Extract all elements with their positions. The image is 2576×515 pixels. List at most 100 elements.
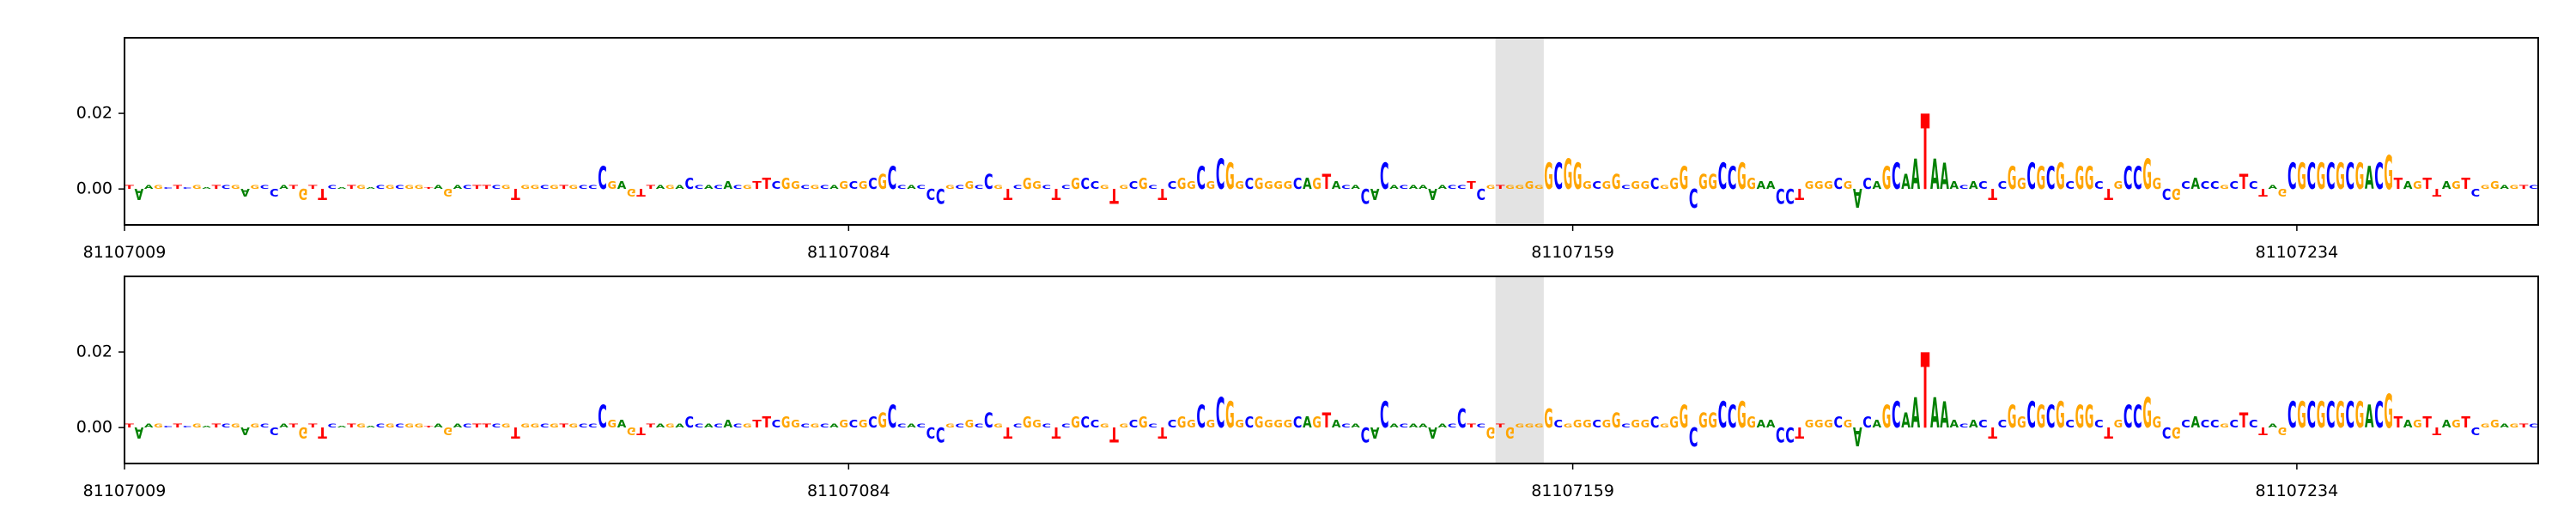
logo-letter: C — [772, 418, 781, 430]
logo-letter: G — [1071, 174, 1080, 192]
logo-letter: A — [366, 186, 375, 190]
logo-letter: A — [240, 425, 250, 437]
logo-letter: G — [1235, 179, 1244, 191]
y-tick-label: 0.02 — [76, 342, 112, 361]
logo-letter: G — [154, 185, 163, 191]
logo-letter: G — [1564, 423, 1573, 429]
x-tick-label: 81107009 — [83, 243, 167, 262]
logo-letter: T — [2433, 186, 2442, 198]
logo-letter: T — [559, 423, 568, 429]
logo-letter: G — [2075, 398, 2085, 434]
logo-letter: C — [598, 398, 607, 434]
logo-letter: A — [829, 423, 839, 429]
logo-letter: C — [376, 185, 386, 191]
logo-letter: G — [1023, 174, 1032, 192]
logo-letter: C — [1341, 185, 1351, 191]
logo-letter: C — [163, 425, 173, 428]
logo-letter: T — [559, 185, 568, 191]
logo-letter: C — [897, 423, 907, 429]
y-tick-label: 0.02 — [76, 104, 112, 123]
logo-letter: G — [1698, 409, 1708, 433]
logo-letter: C — [2210, 418, 2220, 430]
logo-letter: C — [684, 174, 694, 192]
logo-letter: G — [1225, 395, 1235, 437]
logo-letter: G — [1139, 174, 1148, 192]
logo-letter: G — [2037, 398, 2046, 434]
logo-letter: G — [1187, 418, 1196, 430]
logo-letter: T — [212, 185, 222, 191]
logo-letter: A — [1949, 179, 1959, 191]
logo-letter: G — [356, 423, 366, 429]
logo-letter: T — [1795, 185, 1805, 203]
logo-letter: G — [1844, 418, 1853, 430]
logo-letter: C — [1168, 418, 1177, 430]
logo-letter: A — [144, 423, 154, 429]
logo-letter: A — [2442, 418, 2451, 430]
highlight-region — [1495, 38, 1544, 225]
logo-letter: A — [1949, 418, 1959, 430]
logo-letter: C — [1380, 156, 1389, 198]
logo-letter: A — [675, 185, 684, 191]
logo-letter: C — [1959, 423, 1969, 429]
logo-letter: G — [404, 423, 414, 429]
logo-letter: G — [386, 185, 395, 191]
logo-letter: C — [2326, 156, 2336, 198]
logo-letter: C — [1013, 423, 1023, 429]
logo-letter: A — [135, 424, 144, 442]
logo-letter: C — [2249, 179, 2258, 191]
logo-letter: G — [520, 423, 530, 429]
logo-letter: G — [811, 423, 820, 429]
logo-letter: C — [327, 185, 337, 191]
logo-letter: T — [482, 185, 491, 191]
logo-letter: G — [1119, 423, 1128, 429]
x-tick-label: 81107084 — [807, 482, 890, 500]
logo-letter: G — [2017, 413, 2026, 431]
logo-letter: C — [955, 185, 964, 191]
logo-letter: G — [1583, 418, 1592, 430]
logo-letter: T — [2422, 413, 2432, 431]
logo-letter: G — [1273, 418, 1283, 430]
logo-letter: C — [1448, 185, 1457, 191]
logo-letter: C — [1245, 174, 1255, 192]
logo-letter: A — [2365, 160, 2374, 196]
logo-letter: C — [984, 170, 993, 194]
logo-letter: C — [1129, 179, 1139, 191]
logo-letter: G — [415, 185, 424, 191]
logo-letter: A — [240, 186, 250, 198]
logo-letter: T — [347, 423, 356, 429]
logo-letter: G — [1844, 179, 1853, 191]
logo-letter: C — [868, 413, 878, 431]
logo-letter: C — [772, 179, 781, 191]
logo-letter: C — [1785, 184, 1795, 208]
logo-letter: C — [2123, 160, 2133, 196]
logo-letter: A — [202, 186, 211, 190]
logo-letter: C — [222, 185, 231, 191]
logo-letter: T — [1004, 424, 1013, 442]
logo-letter: G — [1814, 418, 1824, 430]
logo-letter: G — [2085, 160, 2094, 196]
logo-letter: A — [434, 423, 443, 429]
logo-letter: C — [2162, 185, 2172, 203]
logo-letter: T — [2104, 185, 2113, 203]
logo-letter: G — [993, 423, 1003, 429]
logo-letter: C — [984, 409, 993, 433]
logo-letter: G — [1534, 185, 1544, 191]
logo-letter: T — [2422, 174, 2432, 192]
logo-letter: C — [1592, 179, 1601, 191]
logo-letter: C — [1293, 174, 1303, 192]
logo-letter: T — [2258, 186, 2268, 198]
logo-letter: A — [1873, 418, 1882, 430]
logo-letter: G — [1612, 409, 1621, 433]
logo-letter: C — [1959, 185, 1969, 191]
highlight-region — [1495, 276, 1544, 464]
x-tick-label: 81107009 — [83, 482, 167, 500]
logo-letter: G — [415, 423, 424, 429]
logo-letter: T — [424, 425, 434, 428]
logo-letter: A — [1409, 185, 1419, 191]
logo-letter: G — [627, 425, 636, 437]
logo-letter: C — [1978, 179, 1988, 191]
logo-letter: A — [453, 423, 463, 429]
logo-letter: G — [1255, 174, 1264, 192]
logo-letter: G — [1225, 156, 1235, 198]
